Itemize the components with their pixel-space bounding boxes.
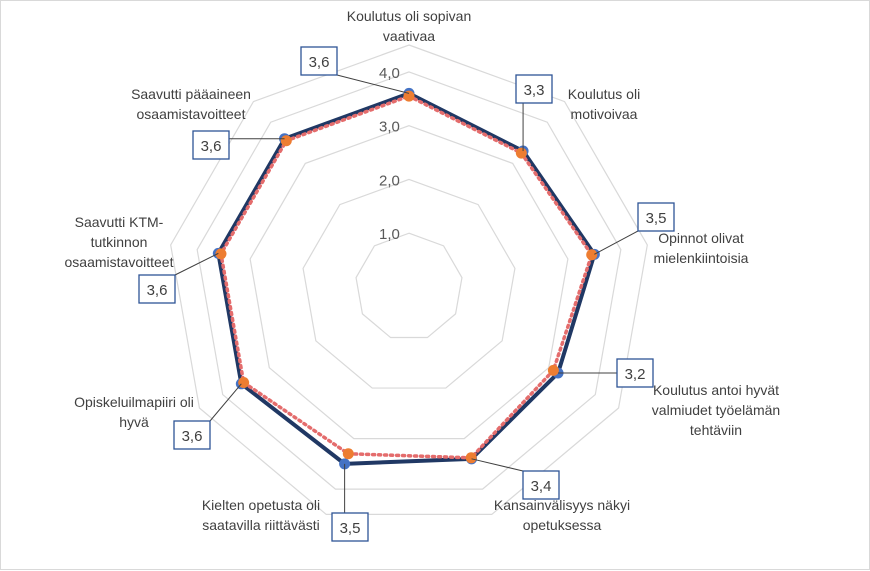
data-label-box-9 — [192, 130, 230, 160]
data-label-box-1 — [300, 46, 338, 76]
data-label-box-2 — [515, 74, 553, 104]
data-label-box-3 — [637, 202, 675, 232]
data-label-box-7 — [173, 420, 211, 450]
series-2-point-4 — [547, 364, 559, 376]
category-label-4-line-3: tehtäviin — [690, 422, 742, 438]
category-label-1-line-1: Koulutus oli sopivan — [347, 8, 472, 24]
data-label-box-4 — [616, 358, 654, 388]
data-label-3: 3,5 — [646, 210, 667, 227]
category-label-3-line-1: Opinnot olivat — [658, 230, 744, 246]
gridline-ring-4 — [196, 71, 622, 490]
data-label-8: 3,6 — [147, 282, 168, 299]
series-2-point-5 — [465, 452, 477, 464]
category-label-1-line-2: vaativaa — [383, 28, 435, 44]
gridline-ring-2 — [302, 178, 516, 389]
data-label-1: 3,6 — [309, 54, 330, 71]
gridline-ring-3 — [249, 125, 569, 440]
gridline-ring-5 — [170, 44, 648, 516]
category-label-6-line-2: saatavilla riittävästi — [202, 517, 320, 533]
category-label-5-line-1: Kansainvälisyys näkyi — [494, 497, 630, 513]
data-label-7: 3,6 — [182, 428, 203, 445]
series-2-point-7 — [238, 376, 250, 388]
gridline-ring-1 — [355, 232, 463, 339]
tick-label-1: 1,0 — [379, 226, 400, 243]
tick-label-2: 2,0 — [379, 172, 400, 189]
category-label-2-line-1: Koulutus oli — [568, 86, 640, 102]
category-label-9-line-2: osaamistavoitteet — [137, 106, 246, 122]
category-label-8-line-1: Saavutti KTM- — [75, 214, 164, 230]
data-label-box-8 — [138, 274, 176, 304]
data-label-box-5 — [522, 470, 560, 500]
tick-label-3: 3,0 — [379, 119, 400, 136]
series-2-point-8 — [215, 248, 227, 260]
category-label-4-line-1: Koulutus antoi hyvät — [653, 382, 779, 398]
tick-label-4: 4,0 — [379, 65, 400, 82]
data-label-4: 3,2 — [625, 366, 646, 383]
category-label-8-line-3: osaamistavoitteet — [65, 254, 174, 270]
category-label-6-line-1: Kielten opetusta oli — [202, 497, 320, 513]
series-2-point-9 — [280, 135, 292, 147]
category-label-7-line-2: hyvä — [119, 414, 149, 430]
series-2-point-6 — [342, 448, 354, 460]
category-label-3-line-2: mielenkiintoisia — [654, 250, 749, 266]
series-2-point-2 — [515, 147, 527, 159]
data-label-9: 3,6 — [201, 138, 222, 155]
series-2-line — [219, 94, 594, 460]
category-label-5-line-2: opetuksessa — [523, 517, 602, 533]
data-label-6: 3,5 — [340, 520, 361, 537]
category-label-9-line-1: Saavutti pääaineen — [131, 86, 251, 102]
series-2-point-1 — [403, 90, 415, 102]
data-label-5: 3,4 — [531, 478, 552, 495]
data-label-leader-1 — [336, 74, 410, 94]
category-label-2-line-2: motivoivaa — [571, 106, 638, 122]
series-1-line — [216, 91, 597, 466]
data-label-leader-7 — [209, 383, 242, 422]
data-label-leader-8 — [174, 252, 219, 276]
data-label-box-6 — [331, 512, 369, 542]
data-label-2: 3,3 — [524, 82, 545, 99]
category-label-8-line-2: tutkinnon — [91, 234, 148, 250]
category-label-4-line-2: valmiudet työelämän — [652, 402, 780, 418]
series-2-point-3 — [586, 249, 598, 261]
data-label-leader-5 — [471, 458, 524, 472]
category-label-7-line-1: Opiskeluilmapiiri oli — [74, 394, 194, 410]
data-label-leader-3 — [594, 230, 639, 255]
